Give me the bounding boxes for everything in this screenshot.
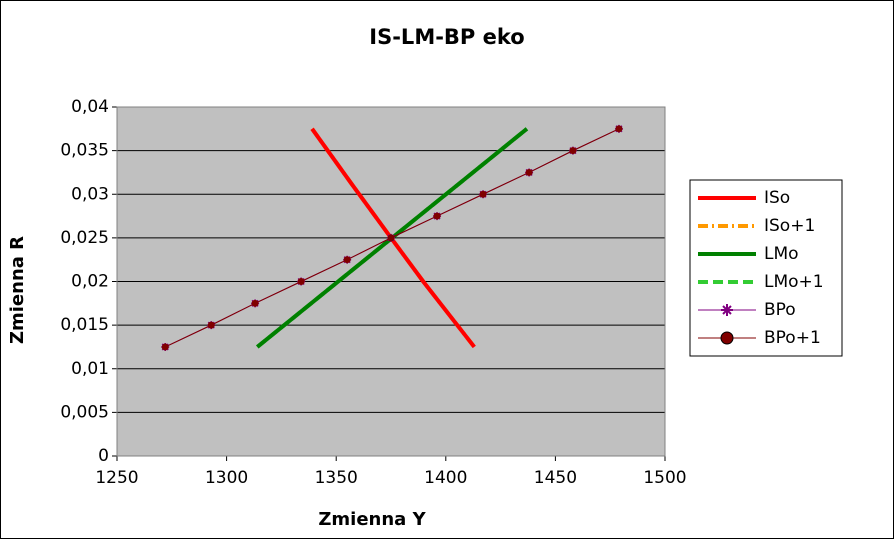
marker: [479, 190, 487, 198]
marker: [343, 256, 351, 264]
marker: [569, 147, 577, 155]
y-tick-label: 0: [98, 446, 109, 466]
legend-label: ISo: [764, 188, 790, 208]
legend-label: BPo: [764, 300, 796, 320]
x-tick-label: 1450: [534, 468, 577, 488]
marker: [615, 125, 623, 133]
y-axis-label: Zmienna R: [7, 236, 28, 344]
marker: [297, 278, 305, 285]
y-tick-label: 0,035: [60, 141, 109, 161]
legend-label: BPo+1: [764, 328, 821, 348]
y-tick-label: 0,01: [71, 359, 109, 379]
marker: [387, 234, 395, 242]
marker: [251, 299, 259, 307]
marker: [207, 321, 215, 329]
legend-label: LMo+1: [764, 272, 824, 292]
marker: [433, 212, 441, 220]
legend-box: [689, 179, 843, 357]
x-tick-label: 1500: [643, 468, 686, 488]
marker: [525, 168, 533, 176]
y-tick-label: 0,04: [71, 97, 109, 117]
y-tick-label: 0,02: [71, 272, 109, 292]
legend-label: ISo+1: [764, 216, 815, 236]
x-tick-label: 1300: [205, 468, 248, 488]
y-tick-label: 0,015: [60, 315, 109, 335]
x-tick-label: 1250: [95, 468, 138, 488]
y-tick-label: 0,005: [60, 402, 109, 422]
x-tick-label: 1350: [315, 468, 358, 488]
marker: [161, 343, 169, 351]
chart-title: IS-LM-BP eko: [369, 25, 524, 49]
legend-marker: [720, 331, 734, 345]
legend-label: LMo: [764, 244, 799, 264]
x-axis-label: Zmienna Y: [318, 509, 426, 530]
y-tick-label: 0,025: [60, 228, 109, 248]
y-tick-label: 0,03: [71, 184, 109, 204]
plot-border: [116, 106, 666, 457]
legend-marker: [721, 304, 733, 316]
x-tick-label: 1400: [424, 468, 467, 488]
